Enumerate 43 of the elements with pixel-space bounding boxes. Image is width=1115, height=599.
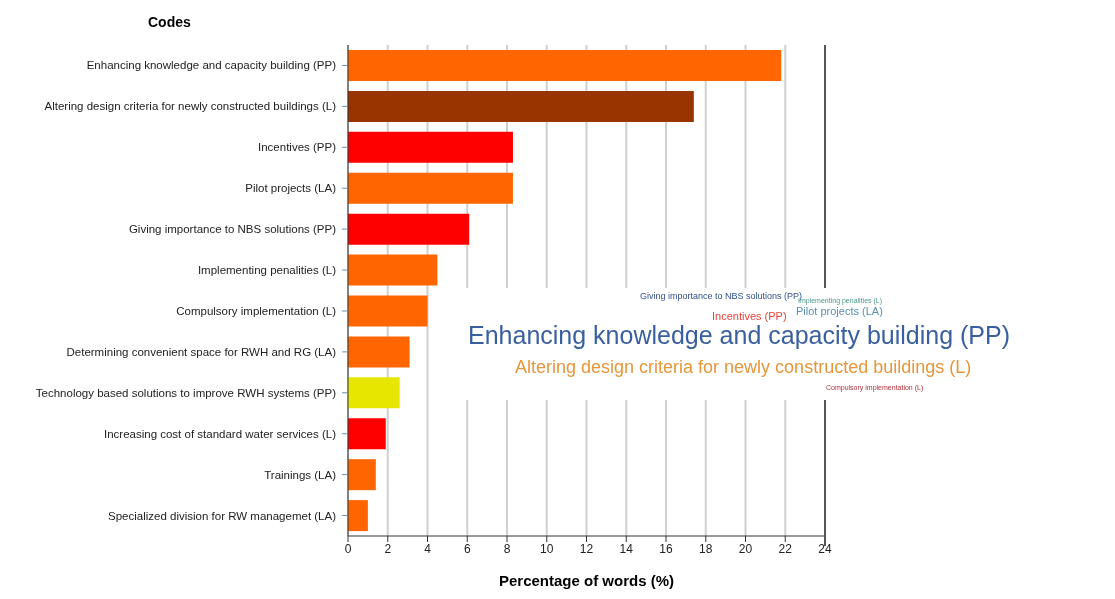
y-tick-label: Pilot projects (LA) — [245, 182, 337, 195]
bar — [348, 131, 513, 163]
y-tick-label: Determining convenient space for RWH and RG (LA) — [66, 345, 337, 358]
y-axis-title: Codes — [148, 14, 191, 30]
bar — [348, 459, 376, 491]
x-tick-label: 8 — [503, 541, 511, 556]
bar — [348, 213, 470, 245]
y-tick-label: Incentives (PP) — [258, 141, 337, 154]
x-tick-label: 10 — [540, 541, 554, 556]
y-tick-label: Technology based solutions to improve RWH systems (PP) — [35, 386, 337, 399]
annotation: Enhancing knowledge and capacity building (PP) — [468, 321, 1011, 350]
annotation: Pilot projects (LA) — [796, 305, 883, 318]
x-tick-label: 14 — [619, 541, 634, 556]
x-tick-label: 12 — [579, 541, 594, 556]
bar — [348, 254, 438, 286]
y-tick-label: Trainings (LA) — [264, 468, 337, 481]
x-tick-label: 4 — [424, 541, 432, 556]
y-tick-label: Specialized division for RW managemet (LA) — [108, 509, 337, 522]
annotation: Incentives (PP) — [712, 310, 787, 323]
bar — [348, 418, 386, 450]
annotation: Altering design criteria for newly constructed buildings (L) — [515, 357, 972, 378]
x-tick-label: 2 — [384, 541, 392, 556]
bar — [348, 172, 513, 204]
x-tick-label: 0 — [344, 541, 352, 556]
x-tick-label: 16 — [659, 541, 673, 556]
y-tick-label: Altering design criteria for newly constructed buildings (L) — [44, 100, 337, 113]
y-tick-label: Compulsory implementation (L) — [176, 304, 337, 317]
bar — [348, 377, 400, 409]
x-tick-label: 22 — [778, 541, 793, 556]
x-tick-label: 24 — [818, 541, 832, 556]
y-tick-label: Implementing penalities (L) — [197, 264, 337, 277]
y-tick-label: Enhancing knowledge and capacity building (PP) — [86, 59, 337, 72]
x-axis-title: Percentage of words (%) — [498, 572, 675, 589]
bar — [348, 500, 368, 532]
y-tick-label: Increasing cost of standard water services (L) — [103, 427, 337, 440]
bar — [348, 295, 428, 327]
x-tick-label: 6 — [463, 541, 471, 556]
y-tick-label: Giving importance to NBS solutions (PP) — [128, 223, 337, 236]
bar — [348, 50, 782, 81]
x-tick-label: 18 — [699, 541, 713, 556]
bar — [348, 336, 410, 368]
x-tick-label: 20 — [738, 541, 753, 556]
bar — [348, 90, 694, 122]
